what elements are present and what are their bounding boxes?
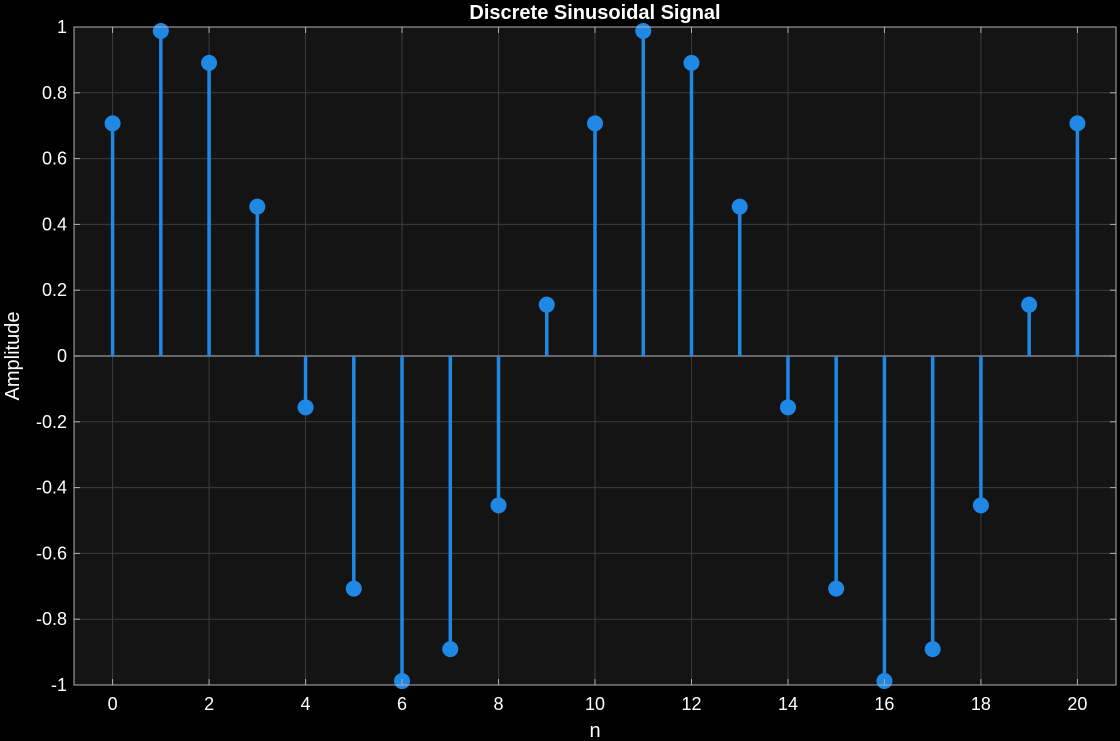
x-tick-label: 18 <box>971 694 991 714</box>
stem-marker <box>731 198 748 215</box>
stem-marker <box>972 497 989 514</box>
y-tick-label: 0.8 <box>42 83 67 103</box>
y-axis-label: Amplitude <box>2 312 24 401</box>
x-axis-label: n <box>589 720 600 741</box>
y-tick-labels: -1 -0.8 -0.6 -0.4 -0.2 0 0.2 0.4 0.6 0.8 1 <box>36 17 67 695</box>
stem-marker <box>1069 115 1086 132</box>
x-tick-label: 14 <box>778 694 798 714</box>
tick-marks <box>74 26 1116 686</box>
y-tick-label: 0 <box>57 346 67 366</box>
stem-marker <box>1021 296 1038 313</box>
y-tick-label: -0.2 <box>36 412 67 432</box>
stem-marker <box>779 399 796 416</box>
stem-marker <box>828 580 845 597</box>
stem-marker <box>538 296 555 313</box>
stem-marker <box>490 497 507 514</box>
x-tick-label: 10 <box>585 694 605 714</box>
y-tick-label: 1 <box>57 17 67 37</box>
x-tick-labels: 0 2 4 6 8 10 12 14 16 18 20 <box>108 694 1088 714</box>
y-tick-label: 0.6 <box>42 149 67 169</box>
x-tick-label: 8 <box>494 694 504 714</box>
x-tick-label: 4 <box>301 694 311 714</box>
x-tick-label: 20 <box>1067 694 1087 714</box>
stem-marker <box>345 580 362 597</box>
y-tick-label: -1 <box>51 675 67 695</box>
stem-marker <box>442 641 459 658</box>
x-tick-label: 2 <box>204 694 214 714</box>
y-tick-label: 0.4 <box>42 214 67 234</box>
y-tick-label: -0.6 <box>36 543 67 563</box>
stem-marker <box>104 115 121 132</box>
stem-marker <box>201 54 218 71</box>
x-tick-label: 12 <box>681 694 701 714</box>
stem-marker <box>924 641 941 658</box>
stem-marker <box>297 399 314 416</box>
x-tick-label: 0 <box>108 694 118 714</box>
stem-marker <box>635 22 652 39</box>
x-tick-label: 6 <box>397 694 407 714</box>
y-tick-label: -0.4 <box>36 478 67 498</box>
stem-marker <box>249 198 266 215</box>
stem-marker <box>587 115 603 132</box>
stem-marker <box>152 22 169 39</box>
y-tick-label: -0.8 <box>36 609 67 629</box>
chart-title: Discrete Sinusoidal Signal <box>469 2 720 24</box>
stems <box>104 22 1086 690</box>
stem-marker <box>683 54 700 71</box>
x-tick-label: 16 <box>874 694 894 714</box>
y-tick-label: 0.2 <box>42 280 67 300</box>
